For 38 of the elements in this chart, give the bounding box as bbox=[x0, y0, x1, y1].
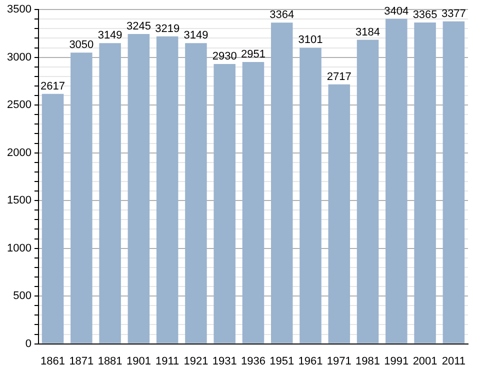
x-tick-label: 1871 bbox=[69, 355, 94, 368]
x-tick-label: 1911 bbox=[156, 355, 180, 368]
x-tick-label: 2001 bbox=[412, 355, 438, 368]
data-label: 3149 bbox=[184, 30, 208, 42]
x-tick-label: 1881 bbox=[98, 355, 122, 368]
data-label: 3101 bbox=[298, 34, 323, 46]
x-tick-label: 1971 bbox=[326, 355, 352, 368]
x-tick-label: 1991 bbox=[384, 355, 409, 368]
data-label: 2951 bbox=[240, 48, 266, 61]
x-tick-label: 1921 bbox=[184, 355, 208, 368]
data-label: 3149 bbox=[98, 30, 122, 42]
y-tick-label: 500 bbox=[13, 290, 32, 302]
data-label: 3377 bbox=[441, 8, 466, 20]
x-tick-label: 1861 bbox=[40, 355, 66, 368]
x-tick-label: 1961 bbox=[298, 355, 323, 368]
data-label: 3219 bbox=[155, 22, 180, 35]
y-tick-label: 3000 bbox=[6, 51, 32, 64]
y-tick-label: 2000 bbox=[6, 146, 32, 159]
data-label: 3364 bbox=[270, 9, 294, 22]
x-tick-label: 2011 bbox=[442, 355, 466, 368]
x-tick-label: 1951 bbox=[270, 355, 294, 368]
data-label: 3245 bbox=[126, 20, 151, 32]
y-tick-label: 1500 bbox=[6, 194, 32, 207]
data-label: 3050 bbox=[69, 39, 94, 52]
y-tick-label: 0 bbox=[25, 338, 32, 350]
y-tick-label: 2500 bbox=[6, 99, 32, 112]
y-tick-label: 3500 bbox=[6, 4, 32, 16]
x-tick-label: 1981 bbox=[356, 355, 380, 368]
x-tick-label: 1936 bbox=[240, 355, 266, 368]
x-tick-label: 1931 bbox=[212, 355, 237, 368]
y-tick-label: 1000 bbox=[6, 242, 32, 254]
data-label: 3365 bbox=[412, 9, 438, 22]
x-tick-label: 1901 bbox=[126, 355, 151, 368]
data-label: 2617 bbox=[40, 80, 66, 92]
data-label: 3404 bbox=[384, 5, 409, 18]
data-label: 2717 bbox=[326, 70, 352, 83]
data-label: 2930 bbox=[212, 50, 237, 63]
data-label: 3184 bbox=[356, 26, 380, 38]
